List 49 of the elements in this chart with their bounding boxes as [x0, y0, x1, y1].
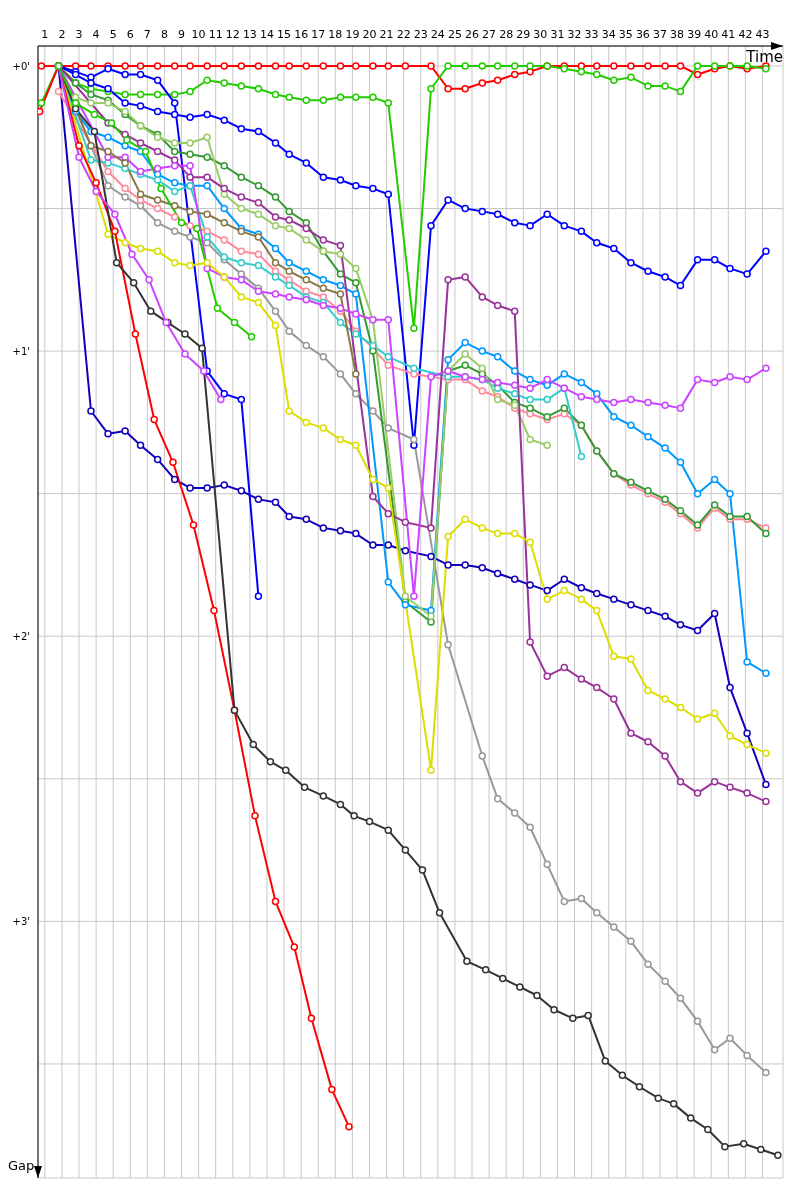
x-tick-label: 2 — [58, 28, 66, 41]
x-tick-label: 4 — [92, 28, 100, 41]
x-tick-label: 1 — [41, 28, 49, 41]
x-tick-label: 28 — [499, 28, 514, 41]
x-tick-label: 34 — [601, 28, 616, 41]
x-tick-label: 41 — [721, 28, 736, 41]
y-tick-label: +3' — [12, 915, 30, 927]
x-tick-label: 19 — [345, 28, 360, 41]
x-tick-label: 35 — [618, 28, 633, 41]
x-tick-label: 6 — [126, 28, 134, 41]
x-tick-label: 12 — [225, 28, 240, 41]
y-tick-label: +1' — [12, 345, 30, 357]
x-tick-label: 27 — [482, 28, 497, 41]
x-tick-label: 21 — [379, 28, 394, 41]
x-tick-label: 31 — [550, 28, 565, 41]
x-tick-label: 32 — [567, 28, 582, 41]
x-tick-label: 26 — [465, 28, 480, 41]
x-tick-label: 30 — [533, 28, 548, 41]
x-tick-label: 24 — [430, 28, 445, 41]
x-tick-label: 33 — [584, 28, 599, 41]
x-tick-label: 8 — [160, 28, 168, 41]
x-tick-label: 17 — [311, 28, 326, 41]
x-tick-label: 29 — [516, 28, 531, 41]
x-tick-label: 23 — [413, 28, 428, 41]
x-tick-label: 11 — [208, 28, 223, 41]
x-tick-label: 13 — [242, 28, 257, 41]
x-axis-title: Time — [746, 48, 783, 66]
x-tick-label: 9 — [178, 28, 186, 41]
x-tick-label: 20 — [362, 28, 377, 41]
x-tick-label: 25 — [447, 28, 462, 41]
x-tick-label: 16 — [294, 28, 309, 41]
x-tick-label: 18 — [328, 28, 343, 41]
x-tick-label: 42 — [738, 28, 753, 41]
x-tick-label: 38 — [670, 28, 685, 41]
y-tick-label: +2' — [12, 630, 30, 642]
x-tick-label: 36 — [635, 28, 650, 41]
x-tick-label: 39 — [687, 28, 702, 41]
x-tick-label: 5 — [109, 28, 117, 41]
x-tick-label: 15 — [277, 28, 292, 41]
y-tick-label: +0' — [12, 60, 30, 72]
y-axis-title: Gap — [8, 1158, 35, 1173]
x-tick-label: 22 — [396, 28, 411, 41]
x-tick-label: 14 — [259, 28, 274, 41]
x-tick-label: 7 — [143, 28, 151, 41]
x-tick-label: 37 — [652, 28, 667, 41]
x-tick-label: 10 — [191, 28, 206, 41]
x-tick-label: 40 — [704, 28, 719, 41]
x-tick-label: 43 — [755, 28, 770, 41]
x-tick-label: 3 — [75, 28, 83, 41]
